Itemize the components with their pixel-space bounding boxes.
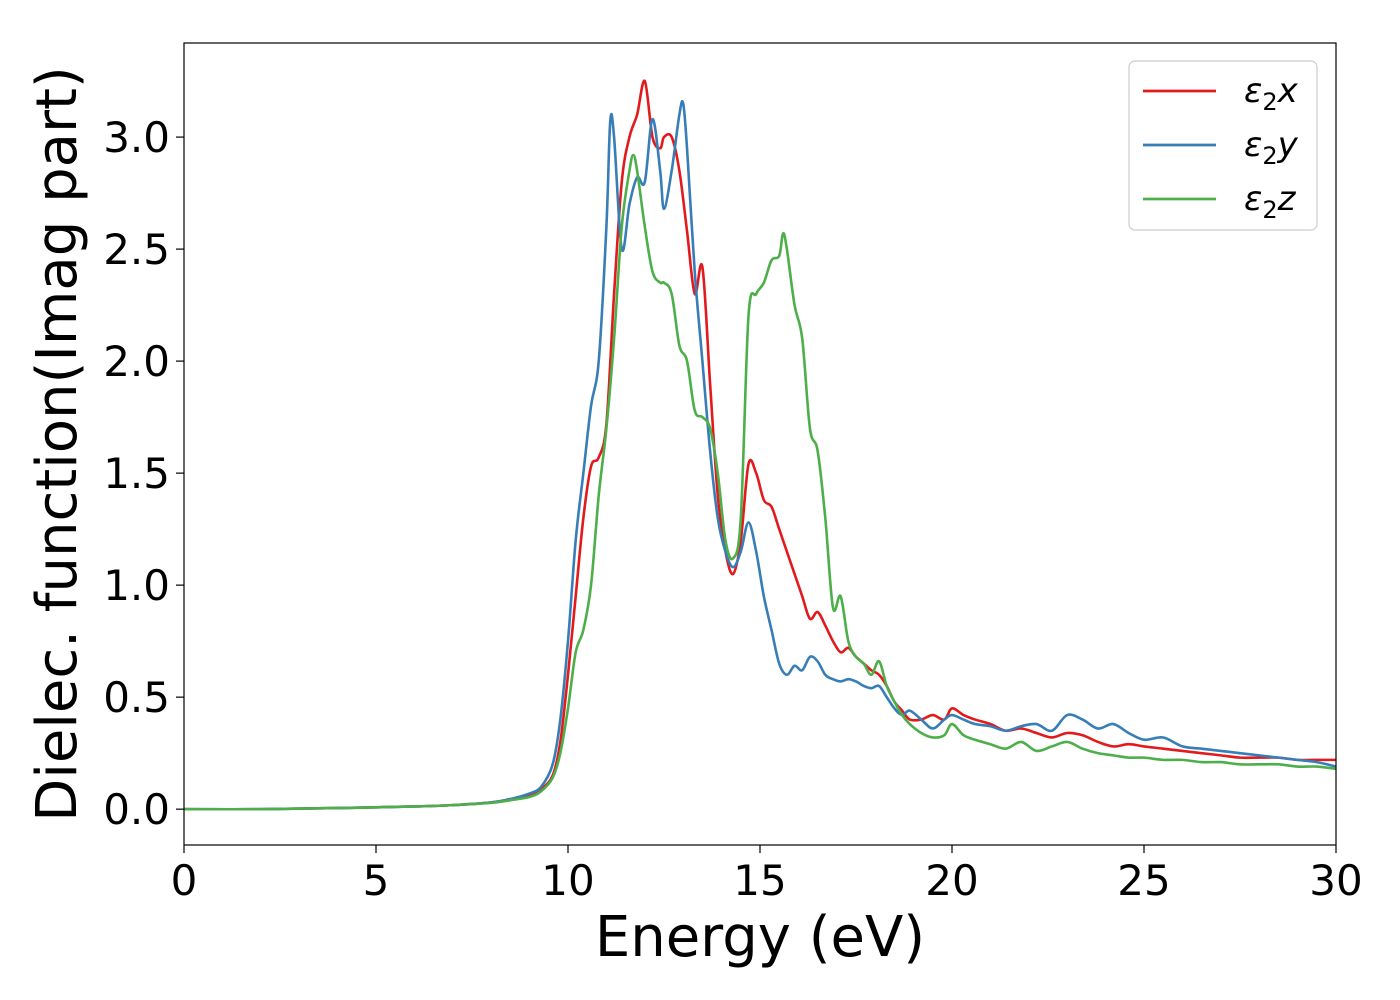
- legend-box: [1128, 60, 1318, 231]
- x-tick-label: 30: [1309, 856, 1362, 905]
- y-tick-label: 2.0: [103, 337, 170, 386]
- legend: ε2x ε2y ε2z: [1128, 60, 1318, 231]
- x-tick-label: 15: [733, 856, 786, 905]
- series-line-z: [184, 153, 1336, 811]
- series-line-x: [184, 79, 1336, 811]
- legend-label-y: ε2y: [1244, 125, 1299, 170]
- x-tick-label: 5: [363, 856, 390, 905]
- series-line-y: [184, 100, 1336, 811]
- y-tick-label: 3.0: [103, 113, 170, 162]
- x-tick-label: 25: [1117, 856, 1170, 905]
- y-axis-title: Dielec. function(Imag part): [25, 66, 90, 822]
- x-axis-title: Energy (eV): [595, 905, 925, 970]
- y-tick-label: 1.0: [103, 561, 170, 610]
- x-tick-label: 20: [925, 856, 978, 905]
- x-tick-label: 0: [171, 856, 198, 905]
- y-tick-label: 0.5: [103, 673, 170, 722]
- series-layer: [184, 79, 1336, 811]
- y-tick-label: 2.5: [103, 225, 170, 274]
- legend-label-x: ε2x: [1244, 71, 1299, 116]
- legend-label-z: ε2z: [1244, 179, 1297, 224]
- x-axis: 0 5 10 15 20 25 30: [171, 845, 1363, 905]
- x-tick-label: 10: [541, 856, 594, 905]
- y-tick-label: 0.0: [103, 785, 170, 834]
- y-tick-label: 1.5: [103, 449, 170, 498]
- y-axis: 0.0 0.5 1.0 1.5 2.0 2.5 3.0: [103, 113, 184, 834]
